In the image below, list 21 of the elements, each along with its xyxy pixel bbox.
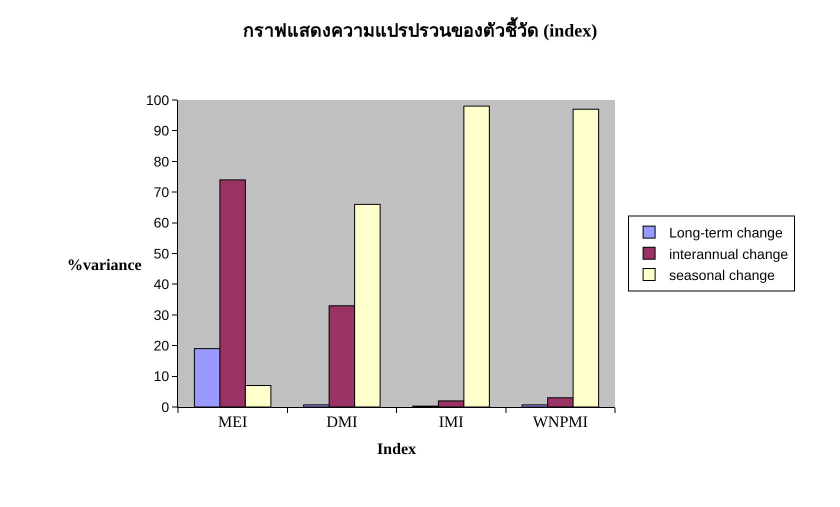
legend-label: seasonal change xyxy=(669,266,776,283)
y-axis-title: %variance xyxy=(67,257,142,274)
chart-title: กราฟแสดงความแปรปรวนของตัวชี้วัด (index) xyxy=(242,16,598,40)
legend-label: interannual change xyxy=(669,246,788,262)
y-tick-label: 60 xyxy=(154,214,170,231)
y-tick-label: 10 xyxy=(154,368,170,384)
y-tick-label: 40 xyxy=(154,276,170,292)
y-tick-label: 0 xyxy=(161,398,170,415)
x-tick-label: IMI xyxy=(438,414,464,432)
legend-label: Long-term change xyxy=(669,224,783,241)
x-tick-label: WNPMI xyxy=(532,414,588,432)
x-axis-title: Index xyxy=(376,440,416,458)
y-tick-label: 50 xyxy=(154,245,170,262)
y-tick-label: 100 xyxy=(146,92,170,108)
y-tick-label: 20 xyxy=(154,338,170,354)
y-tick-label: 80 xyxy=(154,153,170,170)
y-tick-label: 90 xyxy=(154,122,170,139)
y-tick-label: 70 xyxy=(154,184,170,200)
x-tick-label: MEI xyxy=(218,414,248,432)
y-tick-label: 30 xyxy=(154,306,170,323)
x-tick-label: DMI xyxy=(326,414,358,432)
